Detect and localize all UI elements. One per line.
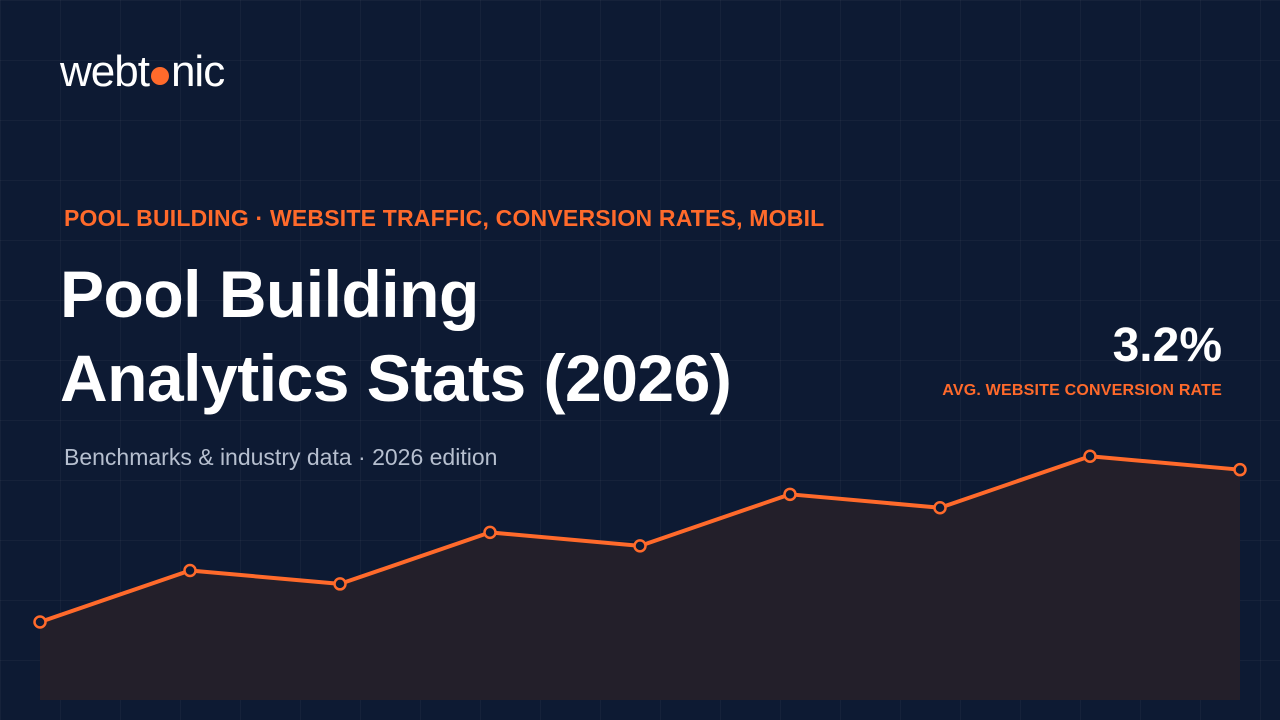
data-point-9: [1233, 462, 1247, 477]
webtonic-logo[interactable]: webt nic: [60, 46, 225, 98]
stat-value: 3.2%: [1112, 319, 1222, 372]
data-point-2: [183, 563, 197, 578]
data-point-3: [333, 577, 347, 591]
trend-area-fill: [40, 456, 1240, 700]
title-line-2: Analytics Stats (2026): [60, 341, 732, 415]
page-subtitle: Benchmarks & industry data · 2026 editio…: [64, 444, 498, 470]
logo-dot-icon: [150, 67, 169, 85]
category-eyebrow: POOL BUILDING · WEBSITE TRAFFIC, CONVERS…: [64, 205, 825, 231]
data-point-8: [1083, 449, 1097, 463]
data-point-1: [33, 615, 47, 629]
title-line-1: Pool Building: [60, 257, 479, 331]
data-point-4: [483, 525, 497, 540]
logo-text-start: webt: [60, 47, 150, 96]
data-point-5: [633, 539, 647, 553]
page-title: Pool Building Analytics Stats (2026): [60, 252, 960, 420]
data-point-6: [783, 487, 797, 502]
trend-points: [33, 449, 1247, 629]
stat-label: AVG. WEBSITE CONVERSION RATE: [942, 382, 1222, 399]
data-point-7: [933, 501, 947, 515]
logo-text-end: nic: [170, 47, 225, 96]
